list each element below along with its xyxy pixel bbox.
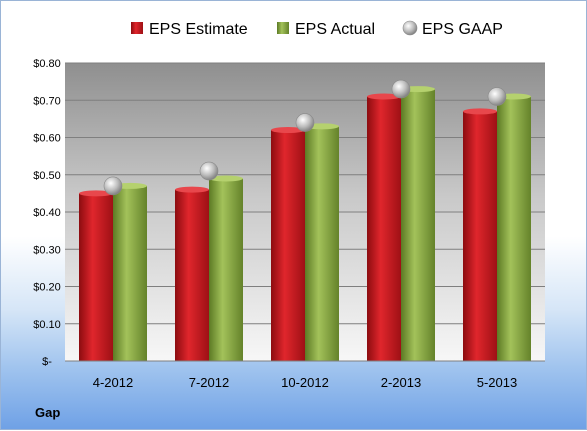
bar-eps-estimate [271,130,305,361]
x-axis: 4-2012 7-2012 10-2012 2-2013 5-2013 [65,360,545,390]
legend: EPS Estimate EPS Actual EPS GAAP [131,20,503,38]
bar-eps-estimate [79,193,113,361]
y-tick-label: $0.50 [33,170,61,182]
legend-label: EPS GAAP [422,21,503,38]
bar-eps-estimate-top [79,190,113,197]
y-tick-label: $0.80 [33,58,61,70]
y-tick-label: $0.60 [33,133,61,145]
marker-eps-gaap [391,79,411,99]
bar-eps-estimate-top [463,108,497,115]
marker-eps-gaap [103,176,123,196]
bar-eps-actual [497,96,531,362]
marker-eps-gaap [199,161,219,181]
bar-eps-estimate [367,96,401,362]
bars [79,86,531,362]
y-tick-label: $0.40 [33,207,61,219]
bar-eps-actual-top [209,175,243,182]
x-tick-label: 5-2013 [477,375,517,390]
bar-eps-actual [305,126,339,361]
x-tick-label: 7-2012 [189,375,229,390]
bar-eps-estimate [463,111,497,361]
legend-swatch [131,22,143,34]
legend-label: EPS Estimate [149,21,248,38]
marker-eps-gaap [295,113,315,132]
bar-eps-actual [401,89,435,361]
gaap-markers [103,79,507,196]
y-tick-label: $- [42,356,52,368]
marker-eps-gaap [487,87,507,106]
bar-eps-estimate [175,189,209,361]
x-tick-label: 4-2012 [93,375,133,390]
bar-eps-estimate-top [175,186,209,193]
y-tick-label: $0.20 [33,282,61,294]
x-tick-label: 10-2012 [281,375,329,390]
bar-eps-actual [113,185,147,361]
legend-swatch [402,20,418,36]
bar-eps-estimate-top [271,127,305,134]
bar-eps-estimate-top [367,93,401,100]
y-tick-label: $0.70 [33,95,61,107]
bar-eps-actual [209,178,243,361]
y-axis: $0.80 $0.70 $0.60 $0.50 $0.40 $0.30 $0.20 $0.10… [33,58,61,368]
footer-company-label: Gap [35,405,60,420]
legend-swatch [277,22,289,34]
legend-label: EPS Actual [295,21,375,38]
y-tick-label: $0.30 [33,244,61,256]
y-tick-label: $0.10 [33,319,61,331]
x-tick-label: 2-2013 [381,375,421,390]
